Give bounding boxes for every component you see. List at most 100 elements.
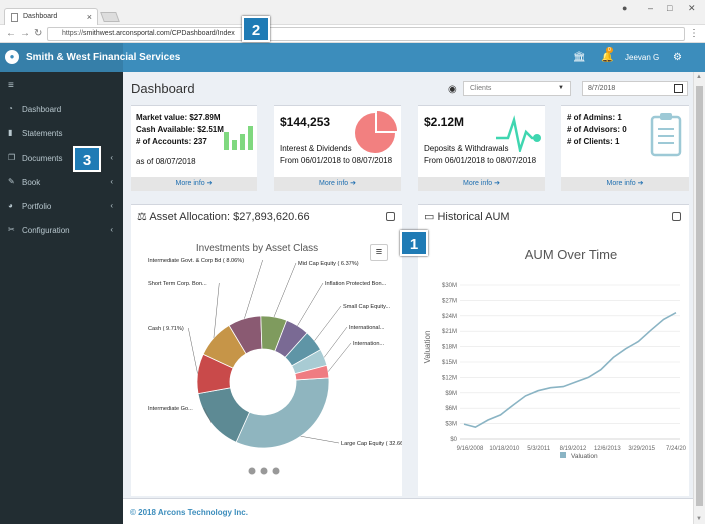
pie-label: Inflation Protected Bon...	[325, 281, 387, 287]
browser-menu-icon[interactable]: ⋮	[689, 28, 699, 39]
x-tick-label: 9/16/2008	[457, 446, 484, 452]
x-tick-label: 12/6/2013	[594, 446, 621, 452]
pager-dot[interactable]	[260, 467, 268, 475]
dashboard-icon: ◔	[8, 104, 13, 113]
more-info-link[interactable]: More info ➔	[418, 177, 545, 191]
sidebar-item-portfolio[interactable]: ◕ Portfolio ‹	[0, 194, 123, 218]
tachometer-icon: ◉	[448, 84, 457, 95]
hamburger-icon[interactable]: ≡	[8, 80, 14, 91]
market-value: Market value: $27.89M	[136, 113, 221, 122]
y-tick-label: $9M	[445, 391, 457, 397]
y-tick-label: $12M	[442, 375, 457, 381]
panel-checkbox[interactable]	[386, 212, 395, 221]
sidebar-item-dashboard[interactable]: ◔ Dashboard	[0, 97, 123, 121]
historical-aum-panel: ▭ Historical AUM AUM Over Time Valuation…	[418, 204, 689, 496]
as-of-date: as of 08/07/2018	[136, 157, 196, 166]
new-tab-button[interactable]	[100, 12, 120, 22]
maximize-icon[interactable]: □	[667, 3, 673, 13]
pie-label: Mid Cap Equity ( 6.37%)	[298, 261, 359, 267]
asset-allocation-panel: ⚖ Asset Allocation: $27,893,620.66 Inves…	[131, 204, 402, 496]
pie-label: Intermediate Go...	[148, 406, 193, 412]
date-input[interactable]: 8/7/2018	[582, 81, 688, 96]
footer: © 2018 Arcons Technology Inc.	[123, 498, 693, 524]
sidebar-item-label: Book	[22, 178, 41, 187]
x-tick-label: 7/24/20	[666, 446, 687, 452]
scroll-up-icon[interactable]: ▲	[696, 74, 702, 80]
forward-icon[interactable]: →	[20, 28, 30, 39]
y-tick-label: $24M	[442, 314, 457, 320]
gears-icon[interactable]: ⚙	[673, 52, 682, 63]
x-tick-label: 3/29/2015	[628, 446, 655, 452]
page-title: Dashboard	[131, 81, 195, 96]
pager-dot[interactable]	[272, 467, 280, 475]
pie-label: Cash ( 9.71%)	[148, 326, 184, 332]
url-text: smithwest.arconsportal.com/CPDashboard/I…	[83, 30, 235, 37]
y-tick-label: $3M	[445, 422, 457, 428]
scrollbar-thumb[interactable]	[696, 86, 703, 506]
pie-label: Intermediate Govt. & Corp Bd ( 8.06%)	[148, 258, 244, 264]
pie-connector	[300, 435, 340, 444]
sidebar-item-configuration[interactable]: ✂ Configuration ‹	[0, 218, 123, 242]
address-bar: ← → ↻ https://smithwest.arconsportal.com…	[0, 25, 705, 43]
chevron-left-icon: ‹	[110, 177, 113, 186]
close-tab-icon[interactable]: ×	[86, 12, 92, 22]
location-pin-icon: ●	[5, 50, 19, 64]
main-content: Dashboard ◉ Clients ▼ 8/7/2018 Market va…	[123, 72, 693, 524]
x-tick-label: 10/18/2010	[489, 446, 520, 452]
aum-line-chart: AUM Over Time Valuation $0 $3M $6M $9M $12M $…	[423, 247, 687, 460]
admins-count: # of Admins: 1	[567, 113, 622, 122]
calendar-icon[interactable]	[674, 84, 683, 93]
pie-slice[interactable]	[294, 364, 330, 381]
pie-slice[interactable]	[235, 377, 330, 449]
aum-series-line[interactable]	[463, 311, 677, 429]
more-info-link[interactable]: More info ➔	[561, 177, 689, 191]
accounts-count: # of Accounts: 237	[136, 137, 207, 146]
pager-dot[interactable]	[248, 467, 256, 475]
clients-count: # of Clients: 1	[567, 137, 620, 146]
balance-scale-icon: ⚖	[137, 211, 147, 223]
url-input[interactable]: https://smithwest.arconsportal.com/CPDas…	[47, 27, 685, 41]
back-icon[interactable]: ←	[6, 28, 16, 39]
browser-tab[interactable]: Dashboard ×	[4, 8, 98, 25]
bell-icon[interactable]: 🔔	[601, 52, 614, 63]
cash-available: Cash Available: $2.51M	[136, 125, 224, 134]
caret-down-icon: ▼	[558, 85, 564, 91]
panel-checkbox[interactable]	[672, 212, 681, 221]
x-tick-label: 8/19/2012	[560, 446, 587, 452]
chart-menu-button[interactable]: ≡	[370, 244, 388, 261]
clients-select[interactable]: Clients ▼	[463, 81, 571, 96]
sidebar-item-book[interactable]: ✎ Book ‹	[0, 170, 123, 194]
more-info-link[interactable]: More info ➔	[131, 177, 257, 191]
profile-icon[interactable]: ●	[622, 3, 628, 13]
minimize-icon[interactable]: –	[648, 3, 654, 13]
edit-icon: ✎	[8, 177, 15, 186]
pie-label: Large Cap Equity ( 32.66%)	[341, 441, 402, 447]
book-icon: ▮	[8, 128, 13, 137]
more-info-label: More info	[318, 180, 349, 187]
more-info-link[interactable]: More info ➔	[274, 177, 401, 191]
pie-connector	[244, 259, 263, 319]
chevron-left-icon: ‹	[110, 225, 113, 234]
copy-icon: ❐	[8, 153, 16, 162]
y-axis-label: Valuation	[423, 331, 432, 364]
pie-chart-icon	[355, 111, 397, 153]
user-menu[interactable]: Jeevan G	[625, 53, 660, 62]
pie-connector	[203, 407, 212, 423]
sidebar-item-label: Documents	[22, 154, 63, 163]
y-tick-label: $0	[450, 437, 457, 443]
page-scrollbar[interactable]: ▲ ▼	[693, 72, 705, 524]
interest-value: $144,253	[280, 115, 331, 129]
x-tick-label: 5/3/2011	[527, 446, 551, 452]
sidebar-item-label: Configuration	[22, 226, 70, 235]
sidebar-item-statements[interactable]: ▮ Statements	[0, 121, 123, 145]
arrow-circle-right-icon: ➔	[206, 180, 213, 187]
arrow-circle-right-icon: ➔	[350, 180, 356, 187]
scroll-down-icon[interactable]: ▼	[696, 516, 702, 522]
sidebar-item-label: Statements	[22, 129, 63, 138]
brand[interactable]: ●	[0, 43, 123, 72]
bank-icon[interactable]: 🏛	[573, 52, 586, 63]
reload-icon[interactable]: ↻	[34, 28, 43, 39]
close-window-icon[interactable]: ✕	[688, 3, 696, 13]
sidebar-item-documents[interactable]: ❐ Documents ‹	[0, 146, 123, 170]
chart-title: AUM Over Time	[525, 247, 617, 262]
